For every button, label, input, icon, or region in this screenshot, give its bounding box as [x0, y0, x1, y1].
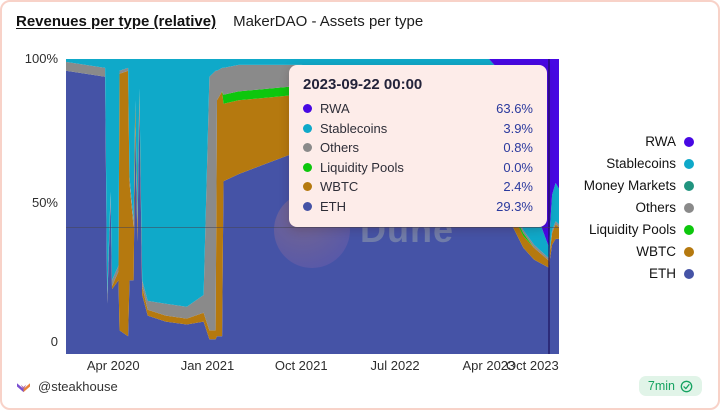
legend-dot-icon: [684, 202, 694, 213]
author-link[interactable]: @steakhouse: [16, 379, 118, 394]
series-dot-icon: [303, 182, 312, 192]
tooltip-series-value: 0.8%: [503, 140, 533, 155]
legend-dot-icon: [684, 136, 694, 147]
legend-item-rwa[interactable]: RWA: [645, 134, 694, 149]
x-tick: Oct 2023: [506, 358, 559, 373]
tooltip-series-label: Stablecoins: [320, 120, 388, 136]
tooltip-series-label: RWA: [320, 101, 350, 116]
series-dot-icon: [303, 104, 312, 114]
legend-label: Liquidity Pools: [588, 222, 676, 237]
tooltip-series-value: 3.9%: [503, 120, 533, 136]
legend-label: Money Markets: [583, 178, 676, 193]
x-axis: Apr 2020 Jan 2021 Oct 2021 Jul 2022 Apr 2023…: [66, 358, 559, 376]
tooltip-row: ETH 29.3%: [303, 197, 533, 217]
tooltip-series-value: 29.3%: [496, 198, 533, 214]
y-tick-50: 50%: [31, 195, 58, 210]
series-dot-icon: [303, 201, 312, 211]
legend-dot-icon: [684, 158, 694, 169]
tooltip-series-value: 2.4%: [503, 179, 533, 194]
legend-label: WBTC: [636, 244, 676, 259]
series-dot-icon: [303, 162, 312, 172]
tooltip-row: RWA 63.6%: [303, 99, 533, 119]
legend-item-stablecoins[interactable]: Stablecoins: [606, 156, 694, 171]
legend-label: ETH: [649, 266, 676, 281]
legend-item-eth[interactable]: ETH: [649, 266, 694, 281]
legend-label: Stablecoins: [606, 156, 676, 171]
crosshair-vertical-line: [548, 59, 550, 354]
legend-dot-icon: [684, 224, 694, 235]
legend-item-money-markets[interactable]: Money Markets: [584, 178, 694, 193]
legend-label: Others: [635, 200, 676, 215]
tooltip-row: Stablecoins 3.9%: [303, 119, 533, 139]
x-tick: Jan 2021: [180, 358, 235, 373]
legend-item-wbtc[interactable]: WBTC: [636, 244, 694, 259]
tooltip-series-label: ETH: [320, 198, 346, 214]
x-tick: Apr 2020: [86, 358, 140, 373]
tooltip-series-value: 0.0%: [503, 159, 533, 175]
tooltip-series-label: Liquidity Pools: [320, 159, 404, 175]
legend-dot-icon: [684, 268, 694, 279]
chart-header: Revenues per type (relative) MakerDAO - …: [16, 13, 423, 30]
y-tick-100: 100%: [24, 51, 58, 66]
tooltip-series-label: WBTC: [320, 179, 359, 194]
refresh-age-badge[interactable]: 7min: [638, 376, 702, 396]
chart-legend: RWA Stablecoins Money Markets Others Liquidi…: [584, 134, 694, 281]
legend-label: RWA: [645, 134, 676, 149]
author-handle: @steakhouse: [38, 379, 118, 394]
chart-subtitle: MakerDAO - Assets per type: [233, 13, 424, 30]
tooltip-date: 2023-09-22 00:00: [303, 76, 423, 93]
tooltip-series-value: 63.6%: [496, 101, 533, 116]
series-dot-icon: [303, 143, 312, 153]
x-tick: Jul 2022: [370, 358, 420, 373]
legend-dot-icon: [684, 180, 694, 191]
x-tick: Oct 2021: [274, 358, 328, 373]
legend-item-liquidity-pools[interactable]: Liquidity Pools: [589, 222, 694, 237]
chart-title-link[interactable]: Revenues per type (relative): [16, 13, 217, 30]
chart-tooltip: 2023-09-22 00:00 RWA 63.6% Stablecoins 3.9%…: [289, 65, 547, 227]
steakhouse-logo-icon: [17, 383, 30, 393]
crosshair-horizontal-line: [66, 227, 559, 228]
tooltip-row: Liquidity Pools 0.0%: [303, 158, 533, 178]
tooltip-series-label: Others: [320, 140, 360, 155]
tooltip-row: Others 0.8%: [303, 138, 533, 158]
verified-check-icon: [680, 380, 693, 392]
y-tick-0: 0: [50, 334, 58, 349]
refresh-age-label: 7min: [647, 379, 675, 393]
tooltip-row: WBTC 2.4%: [303, 177, 533, 197]
legend-dot-icon: [684, 246, 694, 257]
series-dot-icon: [303, 123, 312, 133]
x-tick: Apr 2023: [462, 358, 516, 373]
legend-item-others[interactable]: Others: [635, 200, 694, 215]
